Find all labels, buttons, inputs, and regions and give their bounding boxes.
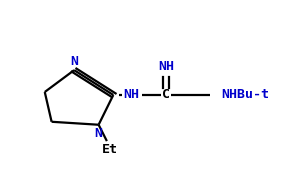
Text: NH: NH [158,60,174,73]
Text: NH: NH [123,88,139,101]
Text: N: N [95,127,103,140]
Text: N: N [70,55,78,68]
Text: NHBu-t: NHBu-t [221,88,269,101]
Text: Et: Et [102,143,118,156]
Text: C: C [162,88,170,101]
